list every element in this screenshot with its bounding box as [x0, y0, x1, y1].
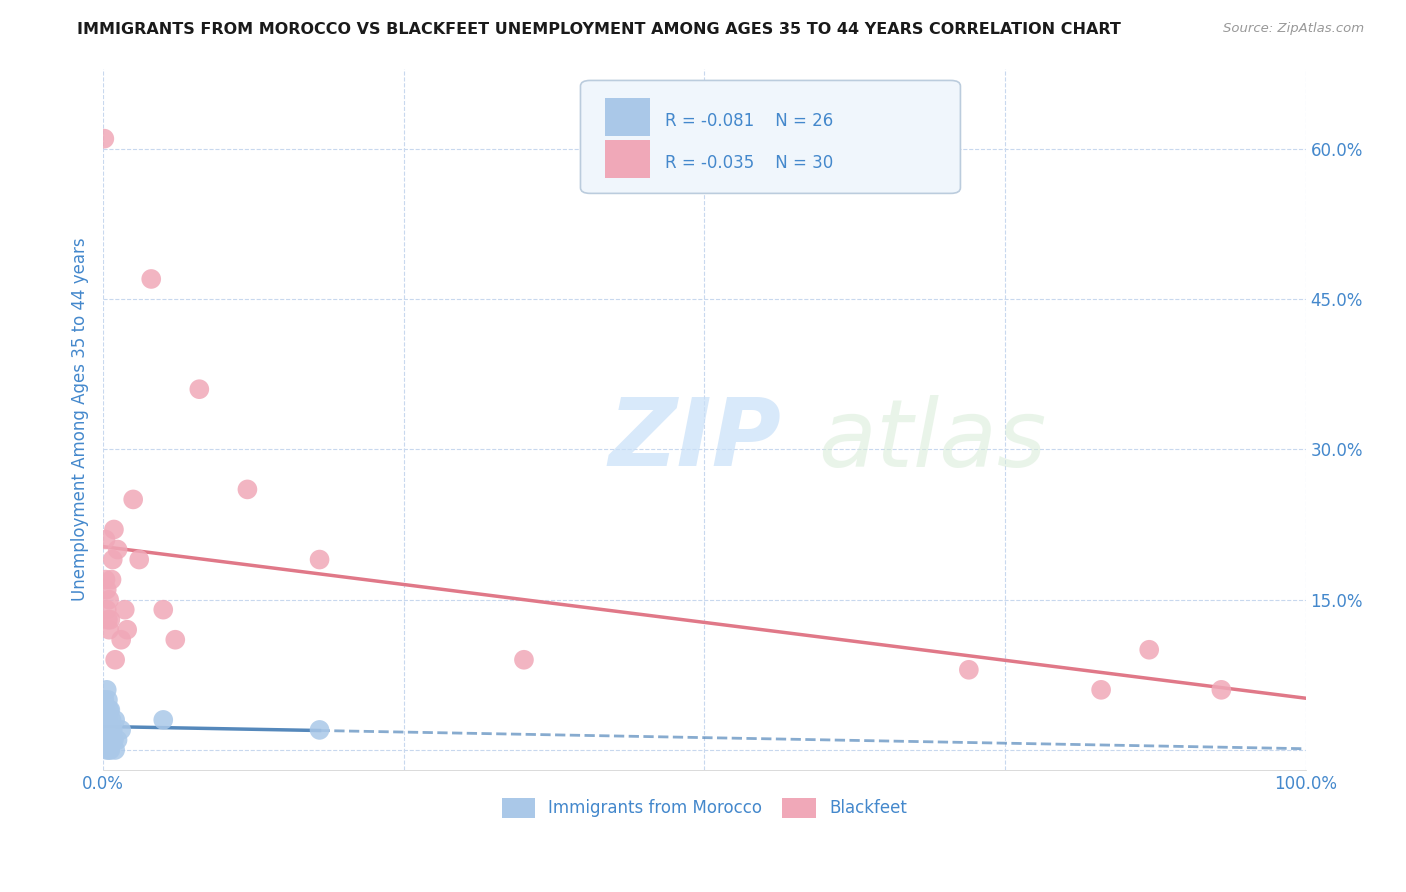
Point — [98, 723, 121, 737]
Point — [110, 632, 132, 647]
Point — [103, 523, 125, 537]
Point — [236, 483, 259, 497]
Text: R = -0.035    N = 30: R = -0.035 N = 30 — [665, 154, 832, 172]
Point — [114, 602, 136, 616]
Point — [1090, 682, 1112, 697]
Point — [96, 713, 118, 727]
Point — [152, 713, 174, 727]
Point — [93, 723, 115, 737]
Point — [96, 743, 118, 757]
Point — [1211, 682, 1233, 697]
Point — [152, 602, 174, 616]
Point — [115, 623, 138, 637]
Point — [96, 682, 118, 697]
Point — [96, 602, 118, 616]
Text: ZIP: ZIP — [609, 394, 780, 486]
Bar — [605, 97, 650, 136]
Point — [128, 552, 150, 566]
Point — [97, 693, 120, 707]
Point — [141, 272, 163, 286]
Point — [98, 613, 121, 627]
Point — [104, 743, 127, 757]
Point — [94, 533, 117, 547]
Text: atlas: atlas — [818, 395, 1047, 486]
Point — [513, 653, 536, 667]
Point — [308, 723, 330, 737]
Point — [103, 733, 125, 747]
Point — [98, 592, 121, 607]
Text: R = -0.081    N = 26: R = -0.081 N = 26 — [665, 112, 832, 130]
Point — [122, 492, 145, 507]
Point — [97, 713, 120, 727]
Point — [98, 623, 121, 637]
Point — [104, 713, 127, 727]
Point — [165, 632, 187, 647]
Point — [94, 573, 117, 587]
Point — [107, 733, 129, 747]
Point — [98, 703, 121, 717]
Point — [98, 743, 121, 757]
Point — [98, 743, 121, 757]
Bar — [605, 140, 650, 178]
Point — [93, 131, 115, 145]
Point — [97, 733, 120, 747]
Point — [110, 723, 132, 737]
Point — [93, 693, 115, 707]
Point — [308, 552, 330, 566]
Point — [98, 703, 121, 717]
Point — [94, 733, 117, 747]
Text: Source: ZipAtlas.com: Source: ZipAtlas.com — [1223, 22, 1364, 36]
Point — [188, 382, 211, 396]
Point — [107, 542, 129, 557]
Point — [104, 653, 127, 667]
Point — [100, 733, 122, 747]
Point — [94, 703, 117, 717]
Y-axis label: Unemployment Among Ages 35 to 44 years: Unemployment Among Ages 35 to 44 years — [72, 237, 89, 601]
Point — [101, 552, 124, 566]
Point — [101, 723, 124, 737]
Point — [98, 723, 121, 737]
Point — [957, 663, 980, 677]
Point — [97, 613, 120, 627]
Point — [1137, 642, 1160, 657]
Legend: Immigrants from Morocco, Blackfeet: Immigrants from Morocco, Blackfeet — [495, 791, 914, 825]
Point — [96, 582, 118, 597]
Text: IMMIGRANTS FROM MOROCCO VS BLACKFEET UNEMPLOYMENT AMONG AGES 35 TO 44 YEARS CORR: IMMIGRANTS FROM MOROCCO VS BLACKFEET UNE… — [77, 22, 1121, 37]
FancyBboxPatch shape — [581, 80, 960, 194]
Point — [100, 573, 122, 587]
Point — [100, 713, 122, 727]
